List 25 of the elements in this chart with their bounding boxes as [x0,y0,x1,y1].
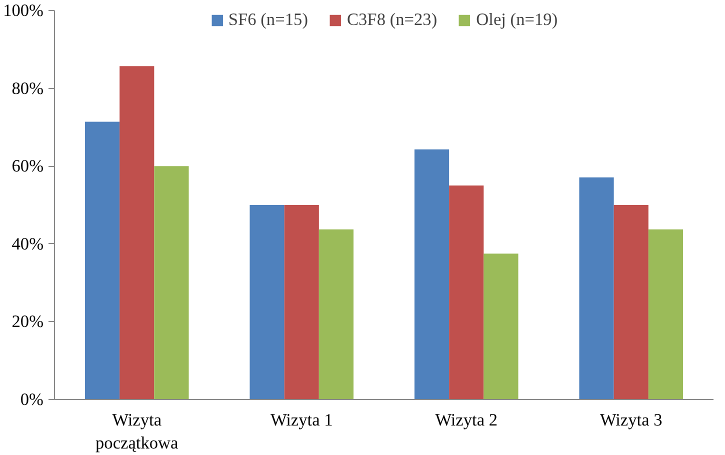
bar [84,122,120,400]
bar [154,166,189,400]
y-tick-label: 0% [20,390,44,409]
bar [284,205,319,400]
bar [614,205,648,400]
x-tick-label: Wizyta 3 [600,410,662,430]
x-tick-label: Wizyta 1 [270,410,333,430]
y-tick-label: 40% [12,234,44,254]
bar [414,149,450,400]
legend-label: Olej (n=19) [476,10,558,30]
bar [648,229,684,400]
bar [449,186,484,400]
bar [484,254,518,400]
y-tick-label: 100% [3,1,44,20]
bar [250,205,284,400]
y-tick-label: 20% [12,312,44,332]
legend-label: SF6 (n=15) [228,10,308,30]
x-tick-label: Wizyta 2 [435,410,498,430]
bar [120,66,154,400]
bar [318,229,354,400]
y-tick-label: 60% [12,156,44,176]
legend-label: C3F8 (n=23) [346,10,438,30]
bar [579,177,614,400]
y-tick-label: 80% [12,78,44,98]
x-tick-label: Wizyta początkowa [96,410,179,452]
